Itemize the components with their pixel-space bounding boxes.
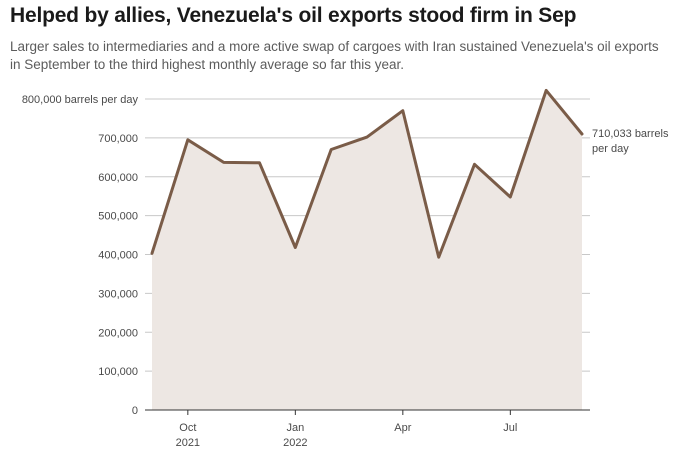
y-axis-labels: 0 100,000 200,000 300,000 400,000 500,000 600,… (22, 94, 139, 417)
end-value-callout: 710,033 barrels per day (592, 128, 669, 155)
area-fill (152, 90, 582, 411)
y-tick-label: 600,000 (98, 172, 138, 184)
x-tick-label: Jul (503, 422, 517, 434)
x-tick-year-label: 2022 (283, 437, 307, 449)
y-tick-label: 800,000 barrels per day (22, 94, 139, 106)
x-axis-ticks: Oct 2021 Jan 2022 Apr Jul (176, 410, 517, 449)
y-tick-label: 300,000 (98, 288, 138, 300)
y-tick-label: 400,000 (98, 250, 138, 262)
y-tick-label: 100,000 (98, 366, 138, 378)
chart-title: Helped by allies, Venezuela's oil export… (10, 4, 577, 27)
x-tick-label: Apr (394, 422, 411, 434)
x-tick-label: Jan (286, 422, 304, 434)
y-tick-label: 700,000 (98, 133, 138, 145)
x-tick-year-label: 2021 (176, 437, 200, 449)
callout-line-2: per day (592, 143, 629, 155)
data-points (151, 90, 583, 258)
y-tick-label: 0 (132, 405, 138, 417)
callout-line-1: 710,033 barrels (592, 128, 669, 140)
chart-subtitle: Larger sales to intermediaries and a mor… (10, 39, 659, 72)
y-tick-label: 500,000 (98, 211, 138, 223)
x-tick-label: Oct (179, 422, 196, 434)
y-tick-label: 200,000 (98, 327, 138, 339)
